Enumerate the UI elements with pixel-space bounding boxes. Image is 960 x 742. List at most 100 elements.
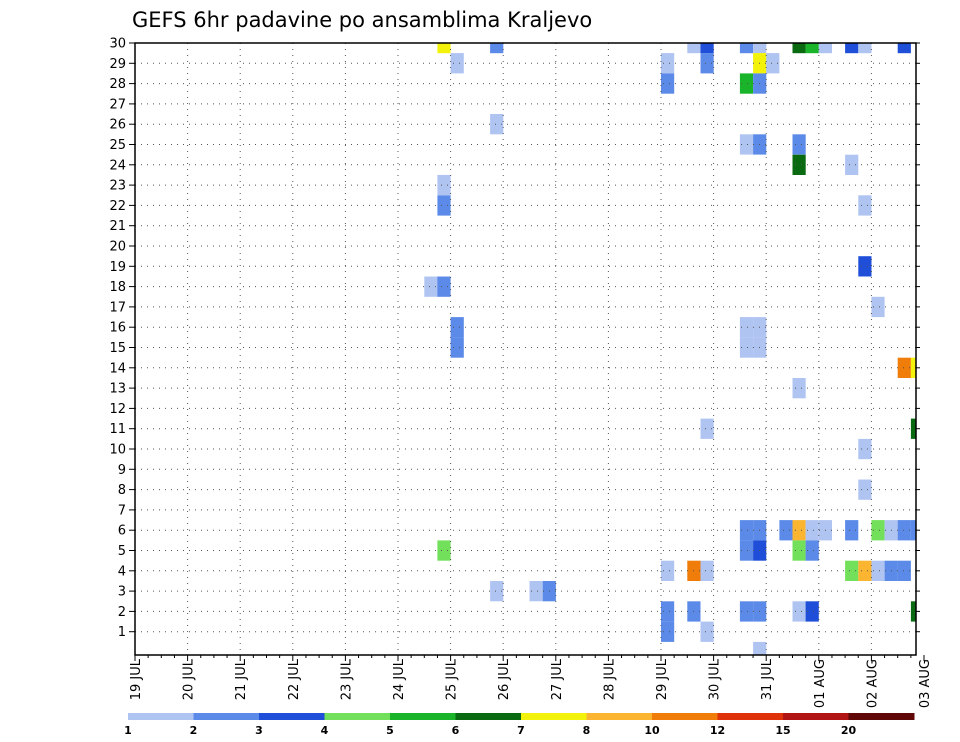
legend-swatch [259,713,325,720]
y-tick-label: 12 [109,402,126,417]
y-tick-label: 20 [109,240,126,255]
x-tick-label: 23 JUL [339,658,354,700]
heatmap-cell [661,53,675,74]
heatmap-cell [792,43,806,54]
y-tick-label: 29 [109,57,126,72]
heatmap-cell [687,43,701,54]
legend-swatch [128,713,194,720]
y-tick-label: 10 [109,443,126,458]
x-tick-label: 21 JUL [234,658,249,700]
y-tick-label: 11 [109,422,126,437]
heatmap-cell [845,560,859,581]
heatmap-cell [437,195,451,216]
legend-label: 5 [386,724,394,737]
heatmap-cell [424,276,438,297]
x-tick-label: 03 AUG [918,659,933,708]
legend-swatch [652,713,718,720]
heatmap-cell [490,43,504,54]
heatmap-cell [897,560,911,581]
x-tick-label: 22 JUL [287,658,302,700]
legend-swatch [521,713,587,720]
heatmap-cell [739,43,754,54]
heatmap-cell [739,73,754,94]
x-tick-label: 25 JUL [445,658,460,700]
heatmap-cell [437,276,451,297]
heatmap-cell [700,418,714,439]
y-tick-label: 13 [109,382,126,397]
x-tick-label: 02 AUG [865,659,880,708]
y-tick-label: 6 [118,524,126,539]
y-tick-label: 17 [109,300,126,315]
heatmap-cell [897,520,911,541]
y-tick-label: 22 [109,199,126,214]
legend-swatch [390,713,456,720]
y-tick-label: 3 [118,585,126,600]
legend-label: 12 [710,724,725,737]
y-tick-label: 9 [118,463,126,478]
heatmap-cell [661,560,675,581]
heatmap-cell [792,134,806,155]
legend-label: 8 [583,724,591,737]
heatmap-cell [805,540,819,561]
x-tick-label: 30 JUL [708,658,723,700]
heatmap-cell [661,73,675,94]
x-tick-label: 27 JUL [550,658,565,700]
x-tick-label: 01 AUG [813,659,828,708]
x-tick-label: 31 JUL [760,658,775,700]
y-tick-label: 14 [109,361,126,376]
heatmap-cell [858,195,872,216]
x-tick-label: 26 JUL [497,658,512,700]
legend-swatch [455,713,522,720]
heatmap-cell [700,560,714,581]
chart-title: GEFS 6hr padavine po ansamblima Kraljevo [132,8,592,32]
y-tick-label: 24 [109,158,126,173]
heatmap-cell [753,641,767,655]
legend-swatch [717,713,784,720]
y-tick-label: 21 [109,219,126,234]
y-tick-label: 8 [118,483,126,498]
y-tick-label: 19 [109,260,126,275]
heatmap-cell [753,43,767,54]
heatmap-cell [739,601,754,622]
heatmap-cell [910,520,916,541]
y-tick-label: 16 [109,321,126,336]
x-axis: 19 JUL 20 JUL 21 JUL 22 JUL 23 JUL 24 JUL 25 J… [129,655,933,708]
heatmap-cell [450,53,464,74]
heatmap-cell [661,601,675,622]
heatmap-cell [910,418,916,439]
x-tick-label: 28 JUL [602,658,617,700]
heatmap-cell [792,154,806,175]
grid-layer [135,42,916,655]
y-tick-label: 27 [109,97,126,112]
heatmap-cell [910,601,916,622]
heatmap-cell [766,53,780,74]
heatmap-cell [739,520,754,541]
heatmap-cell [490,581,504,602]
legend-label: 3 [255,724,263,737]
heatmap-cell [437,43,451,54]
heatmap-cell [805,520,819,541]
heatmap-cell [450,337,464,358]
heatmap-cell [700,43,714,54]
y-tick-label: 15 [109,341,126,356]
heatmap-cell [661,621,675,642]
y-tick-label: 26 [109,118,126,133]
heatmap-cell [858,438,872,460]
y-tick-label: 23 [109,179,126,194]
legend-swatch [586,713,653,720]
heatmap-cell [871,296,885,318]
heatmap-cell [858,479,872,500]
legend-label: 1 [124,724,132,737]
y-tick-label: 30 [109,37,126,52]
x-tick-label: 20 JUL [182,658,197,700]
heatmap-cell [792,520,806,541]
legend-label: 2 [190,724,198,737]
legend-label: 15 [775,724,790,737]
legend-label: 6 [452,724,460,737]
x-tick-label: 29 JUL [655,658,670,700]
legend-label: 20 [841,724,857,737]
heatmap-cell [450,317,464,338]
legend-label: 10 [644,724,660,737]
heatmap-cell [871,520,885,541]
